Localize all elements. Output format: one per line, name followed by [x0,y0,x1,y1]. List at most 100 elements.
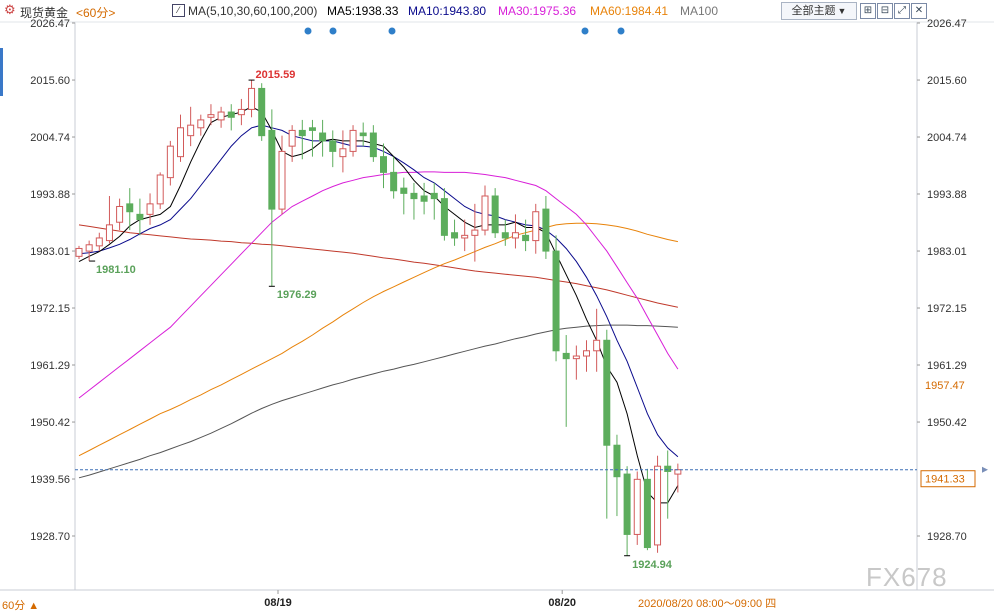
candle-up[interactable] [237,108,245,116]
candle-up[interactable] [532,211,540,242]
candle-up[interactable] [349,129,357,152]
candle-up[interactable] [583,350,590,357]
candle-up[interactable] [146,203,154,215]
candle-up[interactable] [471,229,479,236]
ma60-price-tag [921,377,975,394]
candle-down[interactable] [522,234,530,242]
candle-down[interactable] [430,192,438,200]
candle-down[interactable] [329,140,337,152]
candle-up[interactable] [339,148,347,158]
candle-down[interactable] [501,232,509,239]
candle-down[interactable] [380,156,387,173]
last-price-tag [920,470,976,488]
ma60-value: MA60:1984.41 [590,4,669,18]
candle-up[interactable] [85,244,93,252]
candle-down[interactable] [308,127,316,131]
candle-up[interactable] [177,127,184,158]
candle-down[interactable] [603,339,611,446]
chart-header: ⚙ 现货黄金 <60分> ⁄ MA(5,10,30,60,100,200) MA… [0,0,994,22]
candle-down[interactable] [227,111,235,118]
candle-down[interactable] [258,87,266,137]
y-tick-label-left: 1939.56 [30,474,70,486]
candle-up[interactable] [248,87,256,110]
candle-up[interactable] [593,339,601,352]
candle-down[interactable] [390,171,398,192]
candle-down[interactable] [643,478,651,549]
ma100-value: MA100 [680,4,719,18]
y-tick-label-right: 2026.47 [927,18,967,30]
candle-down[interactable] [319,132,327,142]
ma30-line [78,171,679,399]
candle-up[interactable] [156,174,164,205]
candle-down[interactable] [491,195,499,234]
candle-down[interactable] [613,444,621,478]
candle-up[interactable] [197,119,205,129]
ma5-line [78,106,679,504]
candle-up[interactable] [217,111,225,121]
candle-down[interactable] [542,208,550,252]
candle-down[interactable] [562,352,570,360]
candle-up[interactable] [481,195,489,231]
candle-down[interactable] [623,473,631,535]
candle-down[interactable] [451,232,459,239]
chevron-down-icon: ▼ [837,6,847,16]
candle-down[interactable] [552,250,560,352]
candle-down[interactable] [369,132,377,158]
candle-up[interactable] [461,234,469,239]
candle-up[interactable] [633,478,641,535]
candle-down[interactable] [664,465,672,472]
candle-down[interactable] [268,129,276,210]
event-marker-dot[interactable] [617,27,625,35]
event-marker-dot[interactable] [581,27,589,35]
y-tick-label-right: 1961.29 [927,360,967,372]
candle-down[interactable] [420,195,428,202]
event-marker-dot[interactable] [388,27,396,35]
theme-dropdown[interactable]: 全部主题 ▼ [781,2,857,20]
candle-down[interactable] [126,203,134,213]
candle-up[interactable] [674,469,682,475]
ma-toggle-icon[interactable]: ⁄ [172,4,185,17]
y-tick-label-right: 1972.15 [927,303,967,315]
candle-down[interactable] [440,198,448,236]
settings-icon[interactable]: ⚙ [4,2,16,17]
ma100-line [78,324,678,479]
y-tick-label-left: 1993.88 [30,189,70,201]
y-tick-label-left: 2026.47 [30,18,70,30]
grid-icon[interactable]: ⊞ [860,3,876,19]
candle-up[interactable] [187,124,195,137]
candle-up[interactable] [572,355,580,360]
candle-up[interactable] [511,232,519,239]
layout-icon[interactable]: ⊟ [877,3,893,19]
candle-up[interactable] [105,224,113,242]
x-date-label: 08/20 [548,597,576,609]
candle-down[interactable] [298,129,306,137]
candle-up[interactable] [207,114,215,118]
symbol-name: 现货黄金 [20,6,69,20]
candle-up[interactable] [166,145,174,179]
candle-down[interactable] [359,132,367,137]
event-marker-dot[interactable] [304,27,312,35]
candle-up[interactable] [116,205,124,223]
period-tag: <60分> [76,6,116,20]
ma-set-label[interactable]: MA(5,10,30,60,100,200) [188,4,318,18]
close-icon[interactable]: ✕ [911,3,927,19]
low-label: 1981.10 [96,264,136,276]
period-selector[interactable]: 60分 ▲ [2,600,40,612]
candle-up[interactable] [75,247,83,257]
fullscreen-icon[interactable]: ⤢ [894,3,910,19]
event-marker-dot[interactable] [329,27,337,35]
candle-up[interactable] [654,465,662,546]
candle-down[interactable] [400,187,408,194]
candle-down[interactable] [136,213,144,221]
low-label: 1924.94 [632,559,673,571]
candle-down[interactable] [410,192,418,200]
candle-up[interactable] [278,150,286,210]
theme-label: 全部主题 [791,5,836,17]
time-range-label: 2020/08/20 08:00～09:00 四 [638,598,777,610]
candle-up[interactable] [95,237,103,247]
ma60-line [78,222,679,457]
ma10-line [78,124,679,458]
y-tick-label-right: 1928.70 [927,531,967,543]
candle-up[interactable] [288,129,296,147]
